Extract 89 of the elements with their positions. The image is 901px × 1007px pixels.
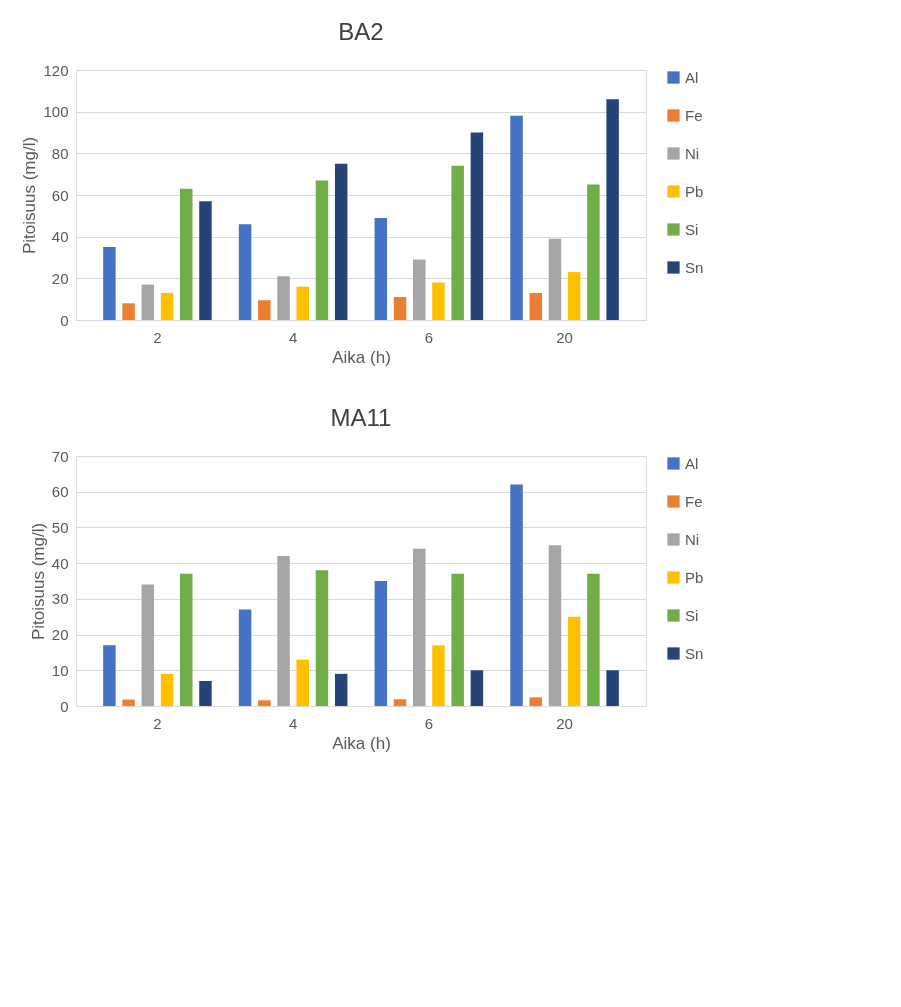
y-tick-label: 100 [43,103,69,121]
bar [180,573,193,706]
bar [277,556,290,706]
legend-label: Sn [685,644,704,662]
legend-label: Fe [685,106,703,124]
bar [451,573,464,706]
y-tick-label: 10 [51,661,69,679]
bar [160,292,174,320]
x-tick-label: 2 [153,328,162,346]
bar [315,180,329,320]
x-tick-label: 6 [424,714,434,732]
bar [567,272,581,320]
legend-label: Si [685,606,699,624]
bar [529,697,542,706]
bar [334,673,348,706]
bar [529,292,542,320]
legend-label: Pb [685,568,704,586]
bar [393,297,407,320]
bar [103,247,116,320]
y-tick-label: 30 [51,590,69,608]
bar [258,700,271,706]
legend-label: Ni [685,530,700,548]
y-tick-label: 70 [51,447,69,465]
chart-title: BA2 [338,18,384,45]
bar [296,659,309,706]
bar [470,132,484,320]
x-axis-title: Aika (h) [332,733,391,753]
x-tick-label: 4 [288,714,298,732]
bar [258,300,271,320]
bar [548,238,562,320]
bar [199,201,212,320]
x-tick-label: 4 [288,328,298,346]
y-tick-label: 40 [51,554,69,572]
bar [199,681,212,706]
legend-label: Ni [685,144,700,162]
bar [393,699,407,706]
y-axis-title: Pitoisuus (mg/l) [20,136,40,255]
bar [432,282,445,320]
legend-label: Al [685,454,699,472]
bar [180,188,193,320]
bar [374,217,388,320]
y-tick-label: 80 [51,144,69,162]
bar [374,581,388,706]
bar [315,570,329,706]
bar [413,548,426,706]
bar [587,573,600,706]
x-tick-label: 20 [556,328,573,346]
bar [141,284,155,320]
x-tick-label: 20 [556,714,573,732]
y-tick-label: 60 [51,186,69,204]
x-tick-label: 6 [424,328,434,346]
legend-label: Si [685,220,699,238]
bar [470,670,484,706]
chart-title: MA11 [330,404,392,431]
bar [606,670,619,706]
bar [103,645,116,706]
x-tick-label: 2 [153,714,162,732]
bar [160,673,174,706]
bar [510,484,523,706]
bar [238,609,252,706]
y-tick-label: 0 [60,311,69,329]
y-tick-label: 40 [51,228,69,246]
bar [606,99,619,320]
legend-label: Sn [685,258,704,276]
bar [413,259,426,320]
legend-label: Al [685,68,699,86]
y-tick-label: 20 [51,626,69,644]
y-tick-label: 60 [51,483,69,501]
y-tick-label: 120 [43,61,69,79]
bar [432,645,445,706]
bar [587,184,600,320]
y-tick-label: 50 [51,518,69,536]
bar [238,224,252,320]
y-tick-label: 0 [60,697,69,715]
y-axis-title: Pitoisuus (mg/l) [28,522,48,641]
y-tick-label: 20 [51,269,69,287]
bar [296,286,309,320]
bar [122,699,135,706]
bar [122,303,135,320]
bar [567,616,581,706]
legend-label: Fe [685,492,703,510]
bar [451,165,464,320]
bar [141,584,155,706]
bar [548,545,562,706]
x-axis-title: Aika (h) [332,347,391,367]
legend-label: Pb [685,182,704,200]
bar [334,163,348,320]
bar [510,115,523,320]
bar [277,276,290,320]
